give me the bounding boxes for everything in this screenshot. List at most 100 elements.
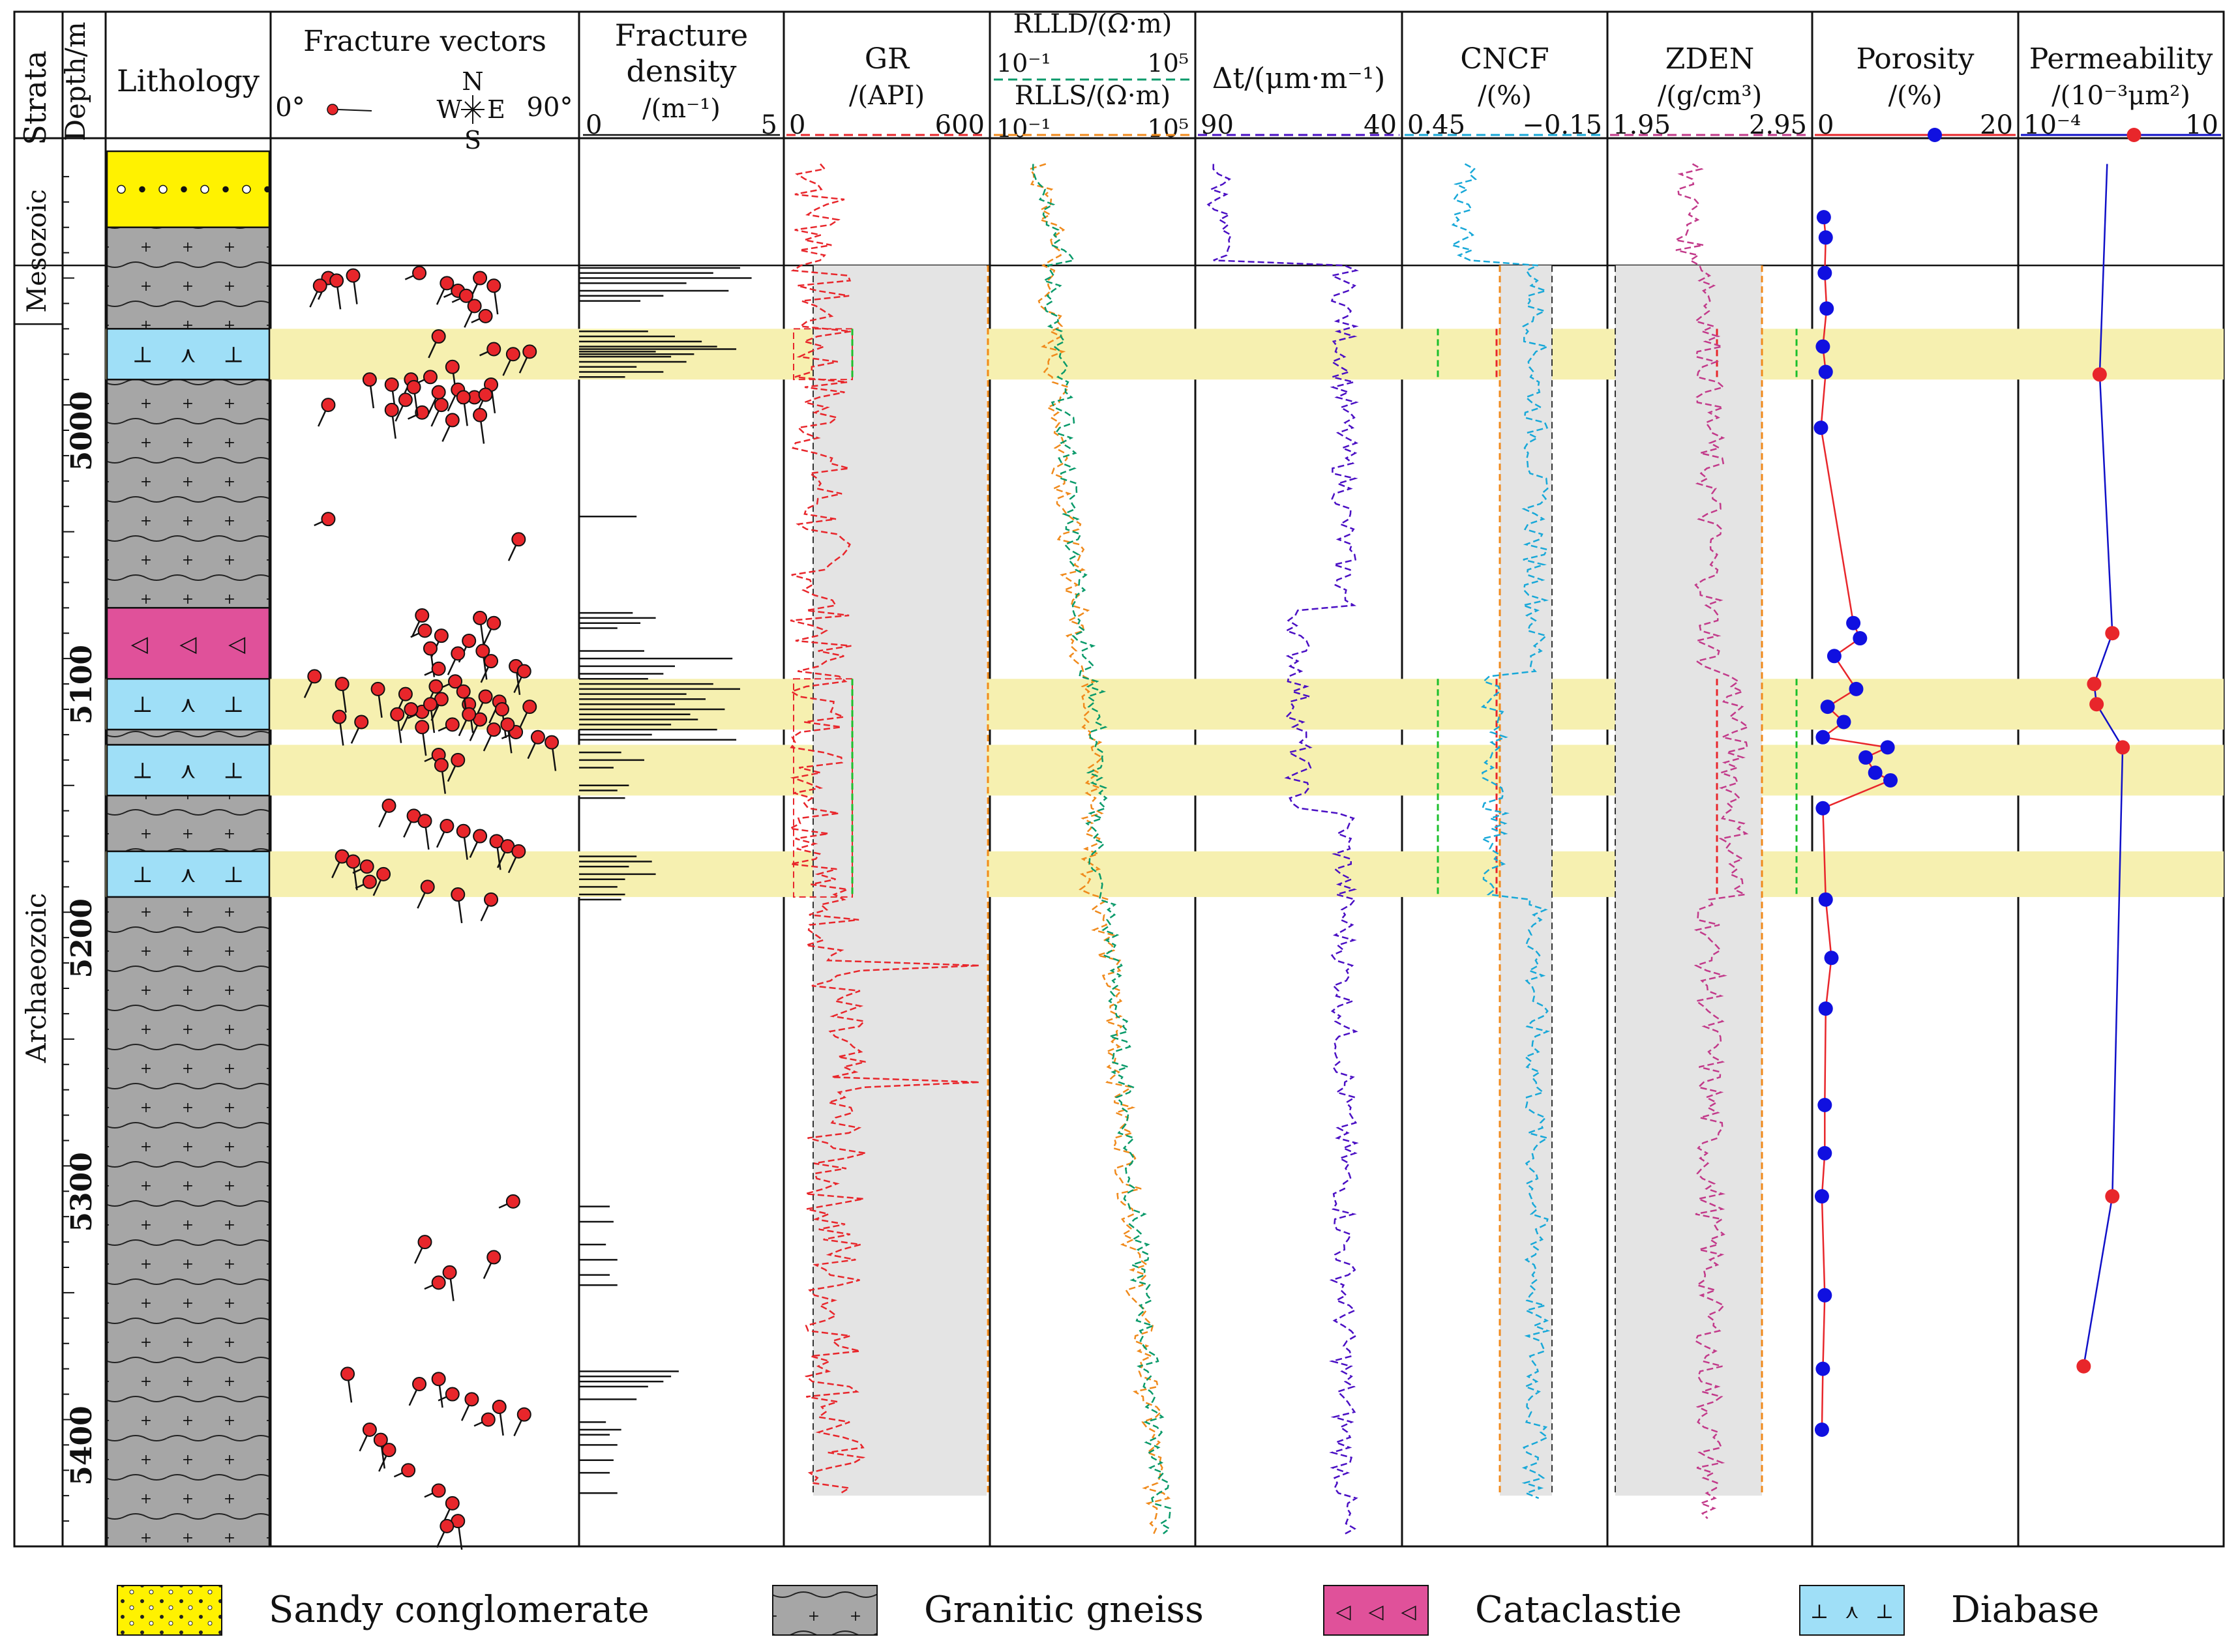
diabase-symbol: ⋏ bbox=[180, 862, 196, 888]
legend-cataclastic-symbol: ◁ bbox=[1335, 1600, 1350, 1623]
fracture-vector-point bbox=[312, 278, 327, 293]
fracture-vector-point bbox=[362, 874, 377, 889]
strata-title: Strata bbox=[18, 50, 53, 145]
fracture-vector-point bbox=[451, 646, 466, 661]
legend-diabase-symbol: ⋏ bbox=[1845, 1600, 1859, 1623]
pebble bbox=[242, 184, 251, 194]
porosity-unit: /(%) bbox=[1888, 81, 1943, 111]
fracture-vector-point bbox=[440, 1518, 455, 1533]
fracture-vector-point bbox=[478, 689, 493, 704]
fracture-vector-point bbox=[505, 1194, 520, 1209]
legend-diabase-label: Diabase bbox=[1951, 1589, 2099, 1631]
fracture-vector-point bbox=[423, 370, 438, 385]
porosity-point bbox=[1815, 730, 1830, 745]
fracture-vector-point bbox=[484, 892, 499, 907]
cncf-title: CNCF bbox=[1460, 42, 1549, 76]
lithology-diabase-interval bbox=[106, 328, 271, 381]
diabase-symbol: ⋏ bbox=[180, 758, 196, 784]
fracture-vector-point bbox=[412, 1376, 427, 1391]
porosity-point bbox=[1849, 681, 1864, 696]
fracture-vector-point bbox=[390, 707, 405, 722]
fracture-vectors-title: Fracture vectors bbox=[303, 25, 546, 58]
fracture-vector-point bbox=[475, 643, 490, 658]
zden-unit: /(g/cm³) bbox=[1658, 81, 1762, 111]
fracture-vector-point bbox=[440, 818, 455, 833]
porosity-point bbox=[1858, 750, 1873, 765]
fracture-vector-point bbox=[484, 654, 499, 669]
fracture-vector-point bbox=[335, 677, 350, 692]
fracture-vector-point bbox=[456, 823, 471, 838]
fracture-vector-point bbox=[423, 641, 438, 656]
fracture-vector-point bbox=[346, 268, 361, 283]
fracture-vector-point bbox=[445, 1387, 460, 1402]
porosity-point bbox=[1868, 765, 1883, 780]
depth-title: Depth/m bbox=[59, 22, 91, 141]
porosity-title: Porosity bbox=[1856, 42, 1974, 76]
fracture-vector-point bbox=[500, 717, 515, 732]
fracture-vector-point bbox=[417, 814, 432, 829]
fracture-vector-point bbox=[321, 512, 336, 527]
depth-tick-label: 5400 bbox=[65, 1406, 98, 1485]
fracture-vector-point bbox=[505, 347, 520, 362]
diabase-symbol: ⊥ bbox=[132, 758, 153, 784]
fracture-vector-point bbox=[478, 387, 493, 402]
fracture-vector-point bbox=[329, 273, 344, 288]
diabase-symbol: ⋏ bbox=[180, 692, 196, 718]
fracture-vector-point bbox=[434, 398, 449, 413]
diabase-symbol: ⊥ bbox=[132, 342, 153, 368]
fracture-vector-point bbox=[451, 752, 466, 767]
compass-w: W bbox=[436, 95, 462, 124]
cncf-curve bbox=[1449, 163, 1551, 1499]
fracture-vector-point bbox=[442, 1265, 457, 1280]
lithology-granite-interval bbox=[106, 728, 271, 746]
legend-sandy-swatch bbox=[117, 1585, 222, 1636]
fracture-vector-point bbox=[417, 1235, 432, 1250]
fracture-vector-point bbox=[321, 398, 336, 413]
legend-diabase-symbol: ⊥ bbox=[1875, 1600, 1894, 1623]
diabase-symbol: ⊥ bbox=[223, 862, 244, 888]
fracture-vector-point bbox=[464, 1392, 479, 1407]
fracture-vector-point bbox=[448, 674, 463, 689]
porosity-point bbox=[1846, 615, 1861, 630]
porosity-point bbox=[1815, 801, 1830, 816]
fracture-vector-point bbox=[346, 854, 361, 869]
permeability-point bbox=[2092, 367, 2107, 382]
compass-s: S bbox=[464, 126, 481, 155]
permeability-point bbox=[2089, 697, 2104, 712]
fracture-vector-point bbox=[486, 278, 501, 293]
strata-mesozoic-label: Mesozoic bbox=[22, 189, 52, 313]
fracture-vector-point bbox=[376, 866, 391, 881]
porosity-point bbox=[1815, 339, 1830, 354]
fracture-vector-point bbox=[462, 707, 477, 722]
porosity-point bbox=[1817, 1288, 1832, 1303]
fracture-vector-point bbox=[384, 377, 399, 392]
porosity-point bbox=[1814, 1423, 1829, 1438]
lithology-diabase-interval bbox=[106, 678, 271, 731]
fracture-vector-point bbox=[511, 844, 526, 859]
permeability-legend-marker bbox=[2126, 128, 2141, 142]
porosity-point bbox=[1818, 892, 1833, 907]
fracture-vector-point bbox=[434, 758, 449, 773]
legend-cataclastic-symbol: ◁ bbox=[1368, 1600, 1383, 1623]
porosity-point bbox=[1814, 1189, 1829, 1204]
fracture-vector-point bbox=[431, 1372, 446, 1387]
fracture-vector-point bbox=[412, 265, 427, 280]
fracture-vector-point bbox=[404, 702, 419, 716]
fracture-vector-point bbox=[462, 633, 477, 648]
porosity-point bbox=[1836, 715, 1851, 730]
fracture-vector-point bbox=[478, 308, 493, 323]
porosity-point bbox=[1820, 700, 1835, 715]
depth-tick-label: 5100 bbox=[65, 645, 98, 724]
fracture-vector-point bbox=[473, 271, 488, 286]
pebble bbox=[117, 184, 126, 194]
diabase-symbol: ⋏ bbox=[180, 342, 196, 368]
fracture-vector-point bbox=[428, 679, 443, 694]
fracture-vector-point bbox=[445, 413, 460, 428]
dt-title: Δt/(μm·m⁻¹) bbox=[1212, 62, 1386, 95]
strata-archaeozoic-label: Archaeozoic bbox=[20, 893, 52, 1064]
fracture-vector-point bbox=[492, 1400, 507, 1414]
lithology-title: Lithology bbox=[117, 63, 260, 98]
fracture-vector-point bbox=[384, 402, 399, 417]
fracture-vector-point bbox=[423, 697, 438, 712]
